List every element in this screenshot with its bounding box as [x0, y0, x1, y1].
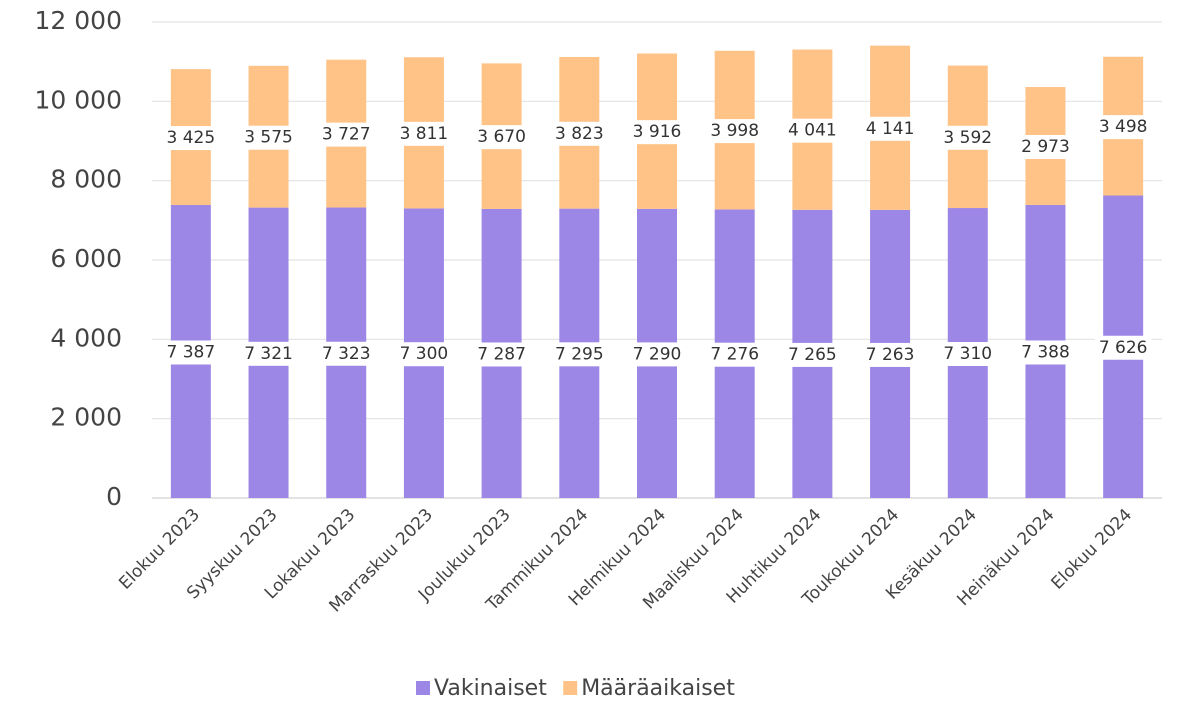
label-background	[939, 125, 997, 150]
label-background	[706, 342, 764, 367]
label-background	[317, 341, 375, 366]
data-label: 3 811	[400, 124, 449, 144]
data-label: 7 263	[866, 345, 915, 365]
data-label: 7 323	[322, 344, 371, 364]
label-background	[1017, 134, 1074, 159]
bars	[170, 45, 1144, 499]
label-background	[240, 125, 297, 150]
data-label: 3 823	[555, 124, 604, 144]
y-tick-label: 4 000	[50, 323, 122, 352]
label-background	[162, 126, 220, 151]
data-label: 4 141	[866, 119, 915, 139]
label-background	[317, 122, 375, 147]
label-background	[1094, 335, 1152, 360]
data-label: 3 592	[943, 128, 992, 148]
label-background	[550, 342, 608, 367]
data-label: 7 310	[943, 344, 992, 364]
data-label: 7 265	[788, 345, 837, 365]
data-label: 3 916	[633, 122, 682, 142]
label-background	[1094, 115, 1152, 140]
data-label: 3 498	[1099, 117, 1148, 137]
label-background	[162, 340, 220, 365]
legend-swatch	[563, 681, 578, 695]
x-tick-label: Elokuu 2024	[1048, 505, 1137, 594]
label-background	[628, 342, 686, 367]
label-background	[628, 120, 686, 145]
data-label: 7 321	[244, 344, 293, 364]
data-label: 7 295	[555, 344, 604, 364]
y-tick-label: 12 000	[35, 6, 122, 35]
data-label: 3 575	[244, 128, 293, 148]
data-label: 7 388	[1021, 342, 1070, 362]
y-tick-label: 0	[106, 482, 122, 511]
label-background	[473, 342, 530, 367]
data-label: 7 287	[477, 344, 526, 364]
y-tick-label: 10 000	[35, 85, 122, 114]
y-tick-label: 2 000	[50, 403, 122, 432]
data-label: 7 290	[633, 344, 682, 364]
label-background	[1017, 340, 1074, 365]
labels: 7 387 3 425 7 321 3 575 7 323 3 727 7 300 3 811…	[162, 115, 1152, 367]
data-label: 7 276	[710, 345, 759, 365]
data-label: 3 425	[167, 128, 216, 148]
label-background	[784, 342, 841, 367]
label-background	[550, 121, 608, 146]
legend-label: Vakinaiset	[434, 676, 547, 701]
label-background	[395, 342, 453, 367]
data-label: 2 973	[1021, 137, 1070, 157]
label-background	[861, 342, 919, 367]
legend-swatch	[416, 681, 430, 695]
y-tick-label: 6 000	[50, 244, 122, 273]
label-background	[939, 342, 997, 367]
data-label: 3 670	[477, 127, 526, 147]
data-label: 3 998	[710, 121, 759, 141]
label-background	[706, 119, 764, 144]
data-label: 7 626	[1099, 338, 1148, 358]
x-tick-label: Elokuu 2023	[115, 505, 204, 594]
label-background	[861, 116, 919, 141]
label-background	[473, 125, 530, 150]
label-background	[395, 121, 453, 146]
y-tick-label: 8 000	[50, 165, 122, 194]
data-label: 7 300	[400, 344, 449, 364]
label-background	[240, 341, 297, 366]
data-label: 7 387	[167, 342, 216, 362]
legend-label: Määräaikaiset	[581, 676, 735, 701]
label-background	[784, 118, 841, 143]
data-label: 3 727	[322, 125, 371, 145]
data-label: 4 041	[788, 121, 837, 141]
